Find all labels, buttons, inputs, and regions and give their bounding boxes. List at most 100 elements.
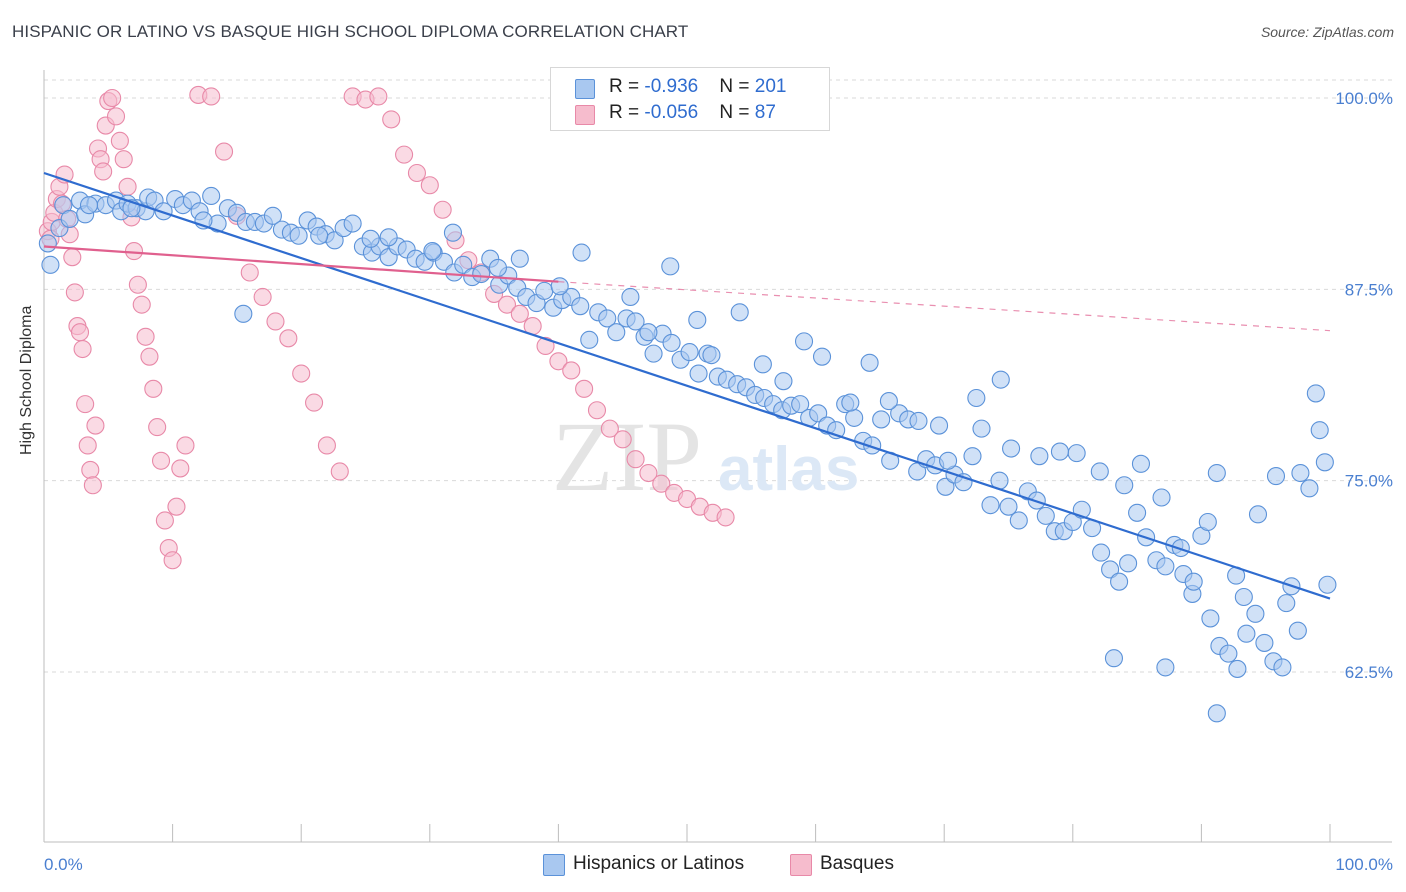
basques-point-38 <box>151 451 171 470</box>
hispanics-point-63 <box>580 330 599 349</box>
hispanics-point-174 <box>812 347 832 366</box>
basques-point-70 <box>510 304 529 323</box>
legend-n-label: N = <box>719 76 755 97</box>
trend-lines <box>43 171 1331 600</box>
legend-r-value: -0.056 <box>644 102 699 123</box>
basques-point-49 <box>240 263 259 282</box>
basques-point-53 <box>292 364 311 383</box>
hispanics-point-173 <box>753 355 772 374</box>
hispanics-point-137 <box>1255 633 1274 652</box>
hispanics-point-146 <box>1318 575 1337 594</box>
hispanics-point-156 <box>841 393 860 412</box>
hispanics-point-113 <box>1036 506 1055 525</box>
basques-point-25 <box>103 88 122 108</box>
hispanics-point-131 <box>1201 609 1220 628</box>
hispanics-point-154 <box>702 346 721 365</box>
basques-point-19 <box>86 416 105 435</box>
hispanics-point-122 <box>1119 554 1138 573</box>
legend-label-basques: Basques <box>820 853 894 874</box>
hispanics-point-86 <box>791 395 810 414</box>
hispanics-point-144 <box>1310 421 1329 440</box>
hispanics-point-195 <box>1207 704 1226 723</box>
hispanics-point-165 <box>1234 587 1253 607</box>
hispanics-point-194 <box>1156 658 1175 677</box>
hispanics-point-51 <box>472 264 491 284</box>
hispanics-point-136 <box>1246 604 1265 623</box>
legend-r-label: R = <box>609 102 645 123</box>
basques-point-81 <box>652 474 671 493</box>
hispanics-point-177 <box>1002 439 1021 458</box>
stats-legend: R = -0.936 N = 201 R = -0.056 N = 87 <box>550 67 830 131</box>
basques-point-28 <box>114 150 133 169</box>
basques-point-22 <box>94 162 113 181</box>
watermark-atlas: atlas <box>718 435 859 504</box>
basques-point-26 <box>106 107 126 126</box>
basques-point-47 <box>214 142 234 161</box>
basques-point-31 <box>124 242 144 261</box>
hispanics-point-142 <box>1300 479 1319 498</box>
hispanics-point-163 <box>1266 467 1286 486</box>
hispanics-point-153 <box>639 323 658 342</box>
hispanics-point-31 <box>289 226 308 245</box>
hispanics-point-70 <box>644 344 663 363</box>
hispanics-point-158 <box>967 388 986 408</box>
basques-point-42 <box>167 497 186 516</box>
basques-point-32 <box>128 275 147 294</box>
basques-point-10 <box>63 248 82 267</box>
chart-title: HISPANIC OR LATINO VS BASQUE HIGH SCHOOL… <box>12 22 689 41</box>
hispanics-point-151 <box>510 249 529 268</box>
y-tick-label: 100.0% <box>1335 89 1393 108</box>
hispanics-point-88 <box>809 404 828 423</box>
basques-point-33 <box>132 295 151 314</box>
hispanics-point-150 <box>443 223 462 242</box>
hispanics-point-95 <box>872 410 891 429</box>
hispanics-point-175 <box>879 392 898 411</box>
hispanics-point-106 <box>972 419 991 438</box>
hispanics-point-161 <box>1152 488 1171 507</box>
hispanics-point-171 <box>621 287 640 307</box>
basques-point-55 <box>317 436 336 455</box>
hispanics-point-58 <box>535 281 554 300</box>
basques-point-36 <box>144 379 163 398</box>
hispanics-point-172 <box>688 310 707 329</box>
basques-point-14 <box>73 339 92 359</box>
basques-point-16 <box>78 436 97 455</box>
hispanics-point-107 <box>981 496 1000 515</box>
basques-trend-line <box>43 245 559 283</box>
basques-point-64 <box>433 200 452 219</box>
legend-label-hispanics: Hispanics or Latinos <box>573 853 745 874</box>
basques-point-74 <box>562 361 581 380</box>
basques-point-39 <box>155 511 174 530</box>
hispanics-point-183 <box>730 303 749 322</box>
hispanics-point-1 <box>41 255 60 274</box>
hispanics-point-159 <box>1030 447 1049 466</box>
basques-point-37 <box>148 418 167 437</box>
y-tick-label: 75.0% <box>1345 472 1393 491</box>
hispanics-point-28 <box>263 206 282 225</box>
hispanics-point-197 <box>79 196 99 215</box>
hispanics-point-16 <box>154 202 173 221</box>
legend-swatch-blue <box>543 854 565 876</box>
basques-point-34 <box>136 327 155 346</box>
series-legend: Hispanics or Latinos Basques <box>0 852 1406 880</box>
tick-labels: 100.0% 87.5% 75.0% 62.5% 0.0% 100.0% <box>44 89 1393 874</box>
basques-point-80 <box>639 463 658 483</box>
basques-point-63 <box>420 176 439 195</box>
legend-n-label: N = <box>719 102 755 123</box>
hispanics-point-176 <box>939 451 958 470</box>
hispanics-point-186 <box>930 416 949 435</box>
hispanics-point-21 <box>202 186 221 206</box>
hispanics-point-192 <box>1277 594 1296 613</box>
basques-point-77 <box>600 419 619 438</box>
hispanics-point-167 <box>361 229 380 248</box>
hispanics-point-121 <box>1110 572 1129 591</box>
hispanics-point-110 <box>1009 511 1028 530</box>
hispanics-point-37 <box>343 214 362 233</box>
hispanics-point-181 <box>1248 505 1268 524</box>
basques-point-78 <box>613 430 632 449</box>
hispanics-point-178 <box>1067 444 1086 463</box>
basques-point-62 <box>407 163 426 183</box>
legend-n-value: 87 <box>754 102 776 123</box>
basques-point-35 <box>140 347 159 366</box>
